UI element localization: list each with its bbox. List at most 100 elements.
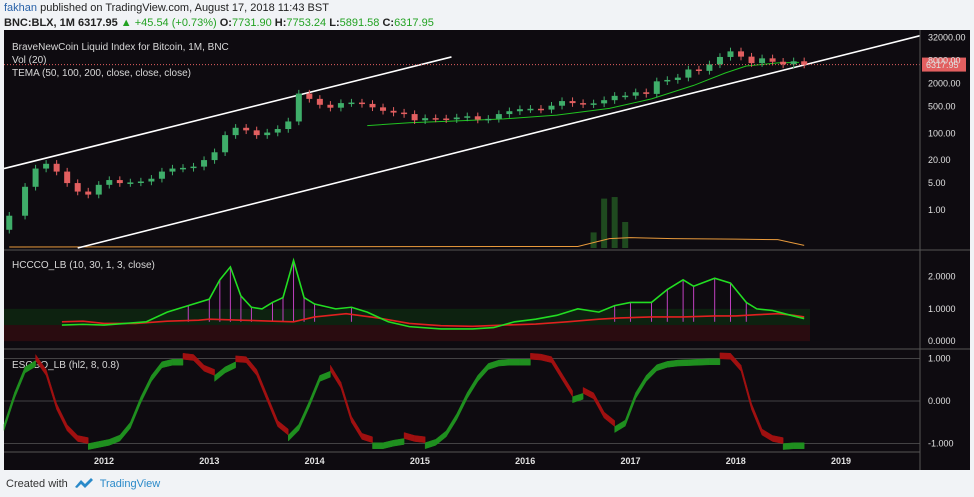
price-legend-line: BraveNewCoin Liquid Index for Bitcoin, 1… [12,42,229,53]
escgo-band-segment [172,358,184,366]
escgo-band-segment [509,358,521,366]
hccco-fast-line [61,257,805,330]
candle-body [274,129,281,133]
escgo-band-segment [24,360,36,374]
candle-body [632,92,639,96]
time-axis-tick: 2013 [199,456,219,466]
price-axis-tick: 1.00 [928,205,946,215]
time-axis-tick: 2017 [620,456,640,466]
escgo-band-segment [561,372,573,398]
publish-line: fakhan published on TradingView.com, Aug… [4,1,434,16]
time-axis-tick: 2012 [94,456,114,466]
candle-body [264,132,271,136]
escgo-band-segment [719,352,731,360]
escgo-axis-tick: 1.000 [928,353,951,363]
candle-body [485,118,492,121]
candle-body [674,77,681,80]
escgo-band-segment [414,435,426,444]
escgo-panel: ESCGO_LB (hl2, 8, 0.8) [3,352,920,450]
escgo-band-segment [224,361,236,374]
candle-body [495,114,502,119]
candle-body [548,105,555,110]
candle-body [232,127,239,136]
escgo-band-segment [203,364,215,376]
candle-body [590,103,597,105]
candle-body [559,101,566,106]
candle-body [85,191,92,195]
last-price-tag-text: 6317.95 [926,60,959,70]
escgo-band-segment [277,420,289,436]
escgo-band-segment [793,442,805,449]
tradingview-link[interactable]: TradingView [99,478,161,490]
escgo-band-segment [667,359,679,368]
candle-body [643,92,650,94]
low-value: 5891.58 [339,17,380,29]
candle-body [432,118,439,120]
candle-body [390,110,397,113]
candle-body [401,112,408,115]
price-axis-tick: 5.00 [928,178,946,188]
candle-body [295,93,302,122]
candle-body [127,182,134,184]
candle-body [716,56,723,65]
author-link[interactable]: fakhan [4,2,38,14]
candle-body [211,152,218,161]
candle-body [453,117,460,120]
escgo-band-segment [530,353,542,361]
hccco-panel: HCCCO_LB (10, 30, 1, 3, close) [4,257,810,342]
close-label: C: [382,17,395,29]
volume-bar [611,197,618,248]
candle-body [158,171,165,179]
escgo-band-segment [677,359,689,367]
candle-body [148,178,155,182]
candle-body [201,160,208,167]
low-label: L: [329,17,340,29]
axes: 6317.95 32000.00 8000.00 2000.00 500.00 100.0… [94,33,966,466]
escgo-axis-tick: -1.000 [928,439,954,449]
price-axis-tick: 2000.00 [928,79,961,89]
price-axis-tick: 32000.00 [928,33,966,43]
hccco-axis-tick: 0.0000 [928,336,956,346]
created-with-text: Created with [6,478,68,490]
price-legend-line: Vol (20) [12,55,46,66]
price-panel: BraveNewCoin Liquid Index for Bitcoin, 1… [3,34,921,249]
candle-body [32,168,39,187]
candle-body [780,61,787,65]
candle-body [537,108,544,111]
escgo-band-segment [709,358,721,366]
candle-body [580,103,587,105]
escgo-band-segment [498,358,510,367]
escgo-band-segment [372,442,384,449]
time-axis-tick: 2015 [410,456,430,466]
candle-body [695,69,702,71]
open-value: 7731.90 [231,17,272,29]
time-axis-tick: 2016 [515,456,535,466]
candle-body [685,69,692,78]
footer: Created with TradingView [6,477,160,490]
candle-body [422,118,429,121]
candle-body [527,108,534,111]
escgo-band-segment [361,433,373,444]
escgo-band-segment [182,352,194,361]
candle-body [95,184,102,195]
high-label: H: [274,17,287,29]
candle-body [179,167,186,170]
trendline [77,34,921,249]
candle-body [622,95,629,98]
hccco-lower-zone [4,325,810,342]
candle-body [443,118,450,121]
published-text: published on TradingView.com, August 17,… [40,2,329,14]
candle-body [106,180,113,185]
candle-body [369,103,376,108]
candle-body [327,104,334,108]
candle-body [516,109,523,112]
price-legend-line: TEMA (50, 100, 200, close, close, close) [12,68,191,79]
candle-body [348,102,355,105]
candle-body [790,61,797,65]
escgo-band-segment [235,355,247,363]
candle-body [769,58,776,62]
escgo-legend: ESCGO_LB (hl2, 8, 0.8) [12,360,119,371]
escgo-band-segment [698,358,710,366]
candle-body [664,79,671,82]
